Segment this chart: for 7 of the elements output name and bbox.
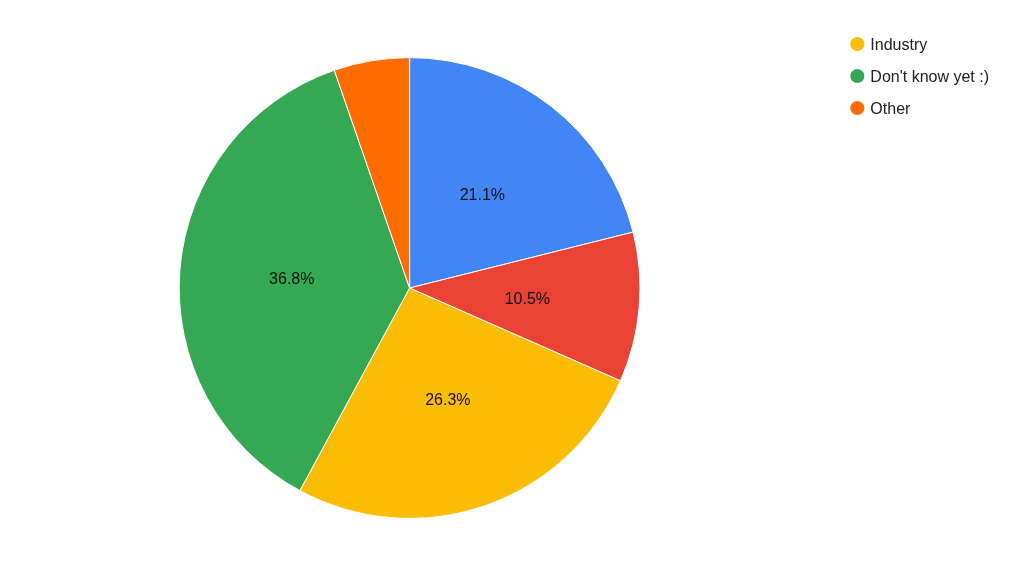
data-label: 10.5% — [504, 289, 551, 307]
data-label: 36.8% — [269, 269, 315, 287]
data-label: 26.3% — [425, 391, 471, 409]
legend-label: Industry — [870, 35, 928, 53]
data-label: 21.1% — [459, 186, 506, 204]
legend-label: Other — [870, 99, 912, 117]
legend-label: Don't know yet :) — [870, 67, 989, 85]
